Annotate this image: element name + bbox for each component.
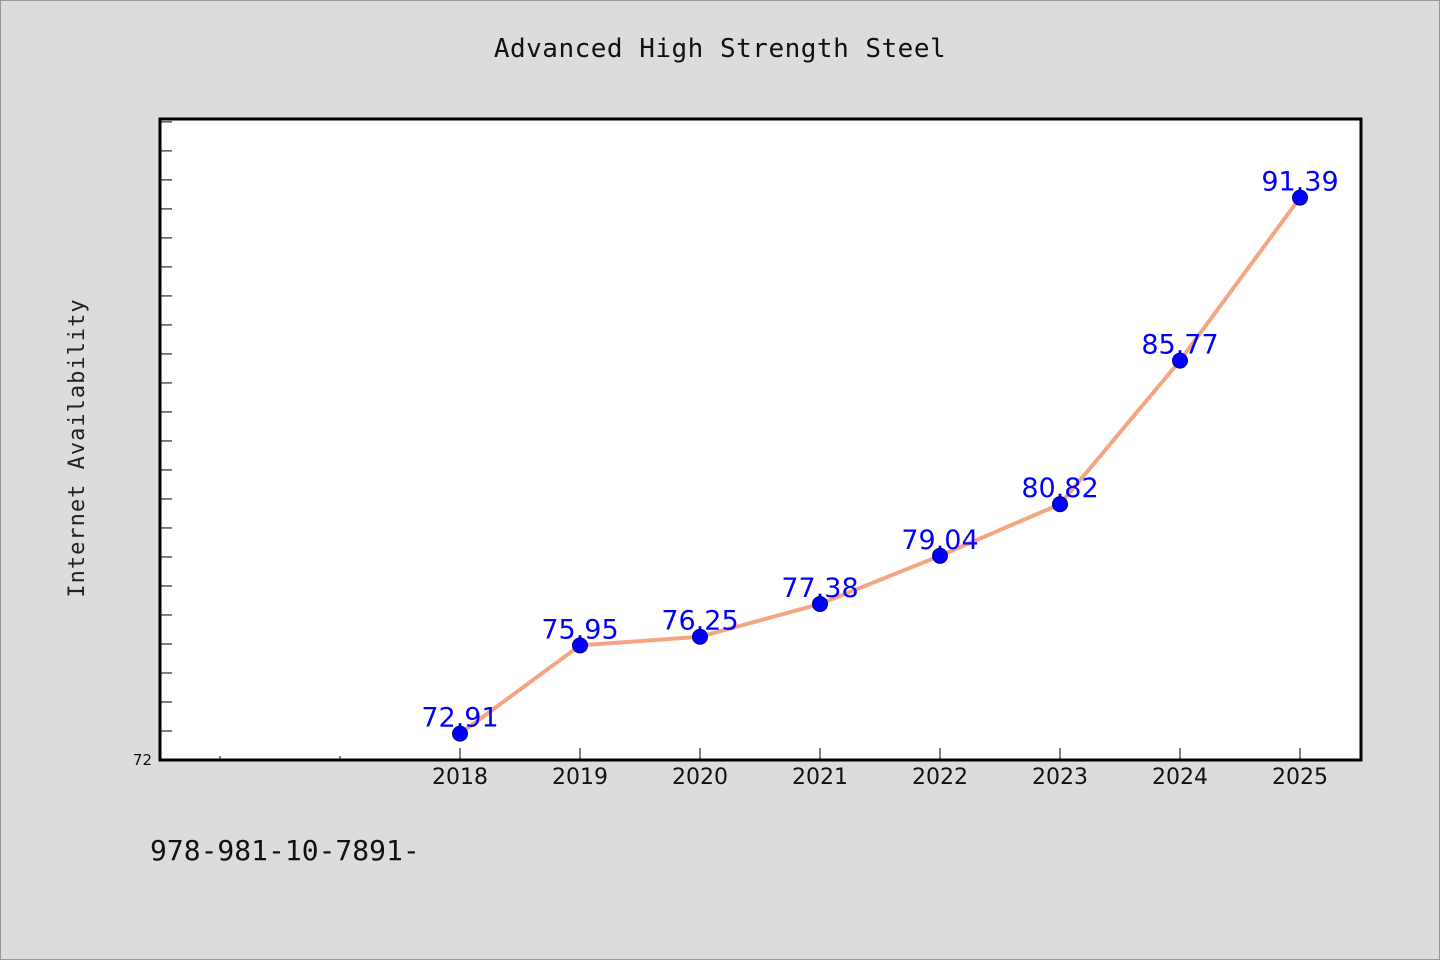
data-point bbox=[1172, 352, 1188, 369]
data-point bbox=[1292, 189, 1308, 206]
x-tick-label: 2025 bbox=[1272, 765, 1328, 790]
plot-area bbox=[158, 117, 1363, 762]
x-tick-label: 2022 bbox=[912, 765, 968, 790]
footer-text: 978-981-10-7891- bbox=[150, 834, 420, 867]
x-minor-ticks bbox=[219, 756, 341, 760]
data-point bbox=[692, 628, 708, 645]
x-axis-ticks: 2018 2019 2020 2021 2022 2023 2024 2025 bbox=[432, 748, 1328, 790]
x-tick-label: 2024 bbox=[1152, 765, 1208, 790]
y-axis-ticks: 72 bbox=[133, 751, 152, 769]
x-tick-label: 2019 bbox=[552, 765, 608, 790]
x-tick-label: 2020 bbox=[672, 765, 728, 790]
data-point bbox=[812, 595, 828, 612]
y-minor-ticks bbox=[160, 121, 172, 732]
x-tick-label: 2021 bbox=[792, 765, 848, 790]
x-tick-label: 2023 bbox=[1032, 765, 1088, 790]
y-tick-label: 72 bbox=[133, 751, 152, 769]
y-axis-label: Internet Availability bbox=[65, 298, 90, 597]
series-line bbox=[458, 196, 1302, 736]
data-point bbox=[452, 725, 468, 742]
data-point bbox=[572, 637, 588, 654]
data-point bbox=[932, 547, 948, 564]
data-point bbox=[1052, 496, 1068, 513]
x-tick-label: 2018 bbox=[432, 765, 488, 790]
chart-title: Advanced High Strength Steel bbox=[493, 34, 947, 64]
